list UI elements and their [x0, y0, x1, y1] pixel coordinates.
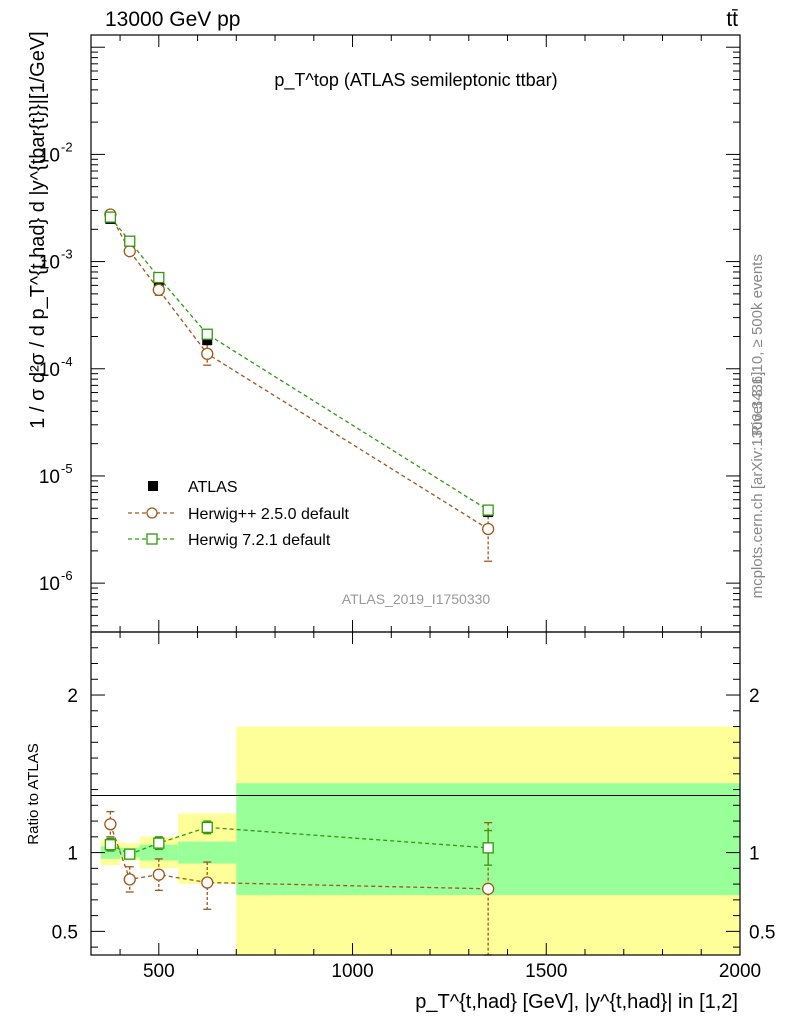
- band-green-3: [178, 841, 237, 864]
- x-tick-label: 1500: [525, 961, 567, 982]
- y-tick-label: 10: [39, 574, 60, 595]
- y-tick-label: 10: [39, 145, 60, 166]
- x-tick-label: 1000: [331, 961, 373, 982]
- ratio-point-herwig7: [153, 837, 165, 849]
- y-tick-exponent: -2: [61, 139, 73, 154]
- x-tick-label: 500: [143, 961, 175, 982]
- main-ylabel: 1 / σ d²σ / d p_T^{t,had} d |y^{tbar{t}}…: [27, 31, 49, 428]
- main-point-herwigpp: [123, 245, 136, 258]
- ratio-tick-label-right: 0.5: [749, 922, 775, 943]
- main-point-herwig7: [153, 271, 165, 284]
- header-right: tt̄: [726, 8, 738, 31]
- mcplots-label: mcplots.cern.ch [arXiv:1306.3436]: [749, 372, 766, 599]
- ratio-tick-label-left: 0.5: [52, 922, 78, 943]
- y-tick-label: 10: [39, 467, 60, 488]
- ratio-point-herwigpp: [104, 818, 117, 831]
- x-tick-label: 2000: [719, 961, 761, 982]
- main-point-herwigpp: [201, 347, 214, 360]
- main-point-atlas: [202, 335, 213, 346]
- ratio-point-herwig7: [124, 848, 136, 860]
- legend-herwig7-label: Herwig 7.2.1 default: [188, 532, 331, 549]
- analysis-watermark: ATLAS_2019_I1750330: [342, 591, 491, 607]
- ratio-ylabel: Ratio to ATLAS: [25, 743, 42, 844]
- y-tick-exponent: -3: [61, 247, 73, 262]
- y-tick-exponent: -4: [61, 354, 73, 369]
- legend: ATLAS Herwig++ 2.5.0 default Herwig 7.2.…: [128, 479, 350, 549]
- ratio-point-herwig7: [482, 842, 494, 854]
- main-point-herwig7: [201, 328, 213, 340]
- legend-herwig7-marker: [146, 533, 158, 545]
- xlabel: p_T^{t,had} [GeV], |y^{t,had}| in [1,2]: [415, 991, 738, 1013]
- ratio-tick-label-left: 2: [67, 686, 78, 707]
- main-point-herwigpp: [152, 283, 165, 296]
- main-line-herwigpp: [109, 214, 489, 530]
- rivet-label: Rivet 3.1.10, ≥ 500k events: [749, 254, 766, 436]
- ratio-tick-label-right: 2: [749, 686, 760, 707]
- ratio-point-herwigpp: [201, 876, 214, 889]
- main-point-herwig7: [124, 235, 136, 247]
- y-tick-exponent: -5: [61, 461, 73, 476]
- y-tick-label: 10: [39, 253, 60, 274]
- header-left: 13000 GeV pp: [105, 8, 240, 31]
- legend-herwigpp-marker: [146, 507, 158, 519]
- ratio-frame: [90, 631, 741, 956]
- main-point-herwigpp: [481, 522, 495, 536]
- ratio-tick-label-left: 1: [67, 844, 78, 865]
- ratio-point-herwigpp: [481, 882, 495, 895]
- ratio-point-herwigpp: [152, 868, 165, 881]
- band-green-2: [139, 844, 179, 861]
- main-point-herwig7: [482, 504, 494, 516]
- main-line-herwig7: [109, 216, 489, 511]
- ratio-point-herwig7: [104, 839, 117, 851]
- y-tick-label: 10: [39, 360, 60, 381]
- legend-herwigpp-label: Herwig++ 2.5.0 default: [188, 506, 350, 523]
- plot-title: p_T^top (ATLAS semileptonic ttbar): [274, 70, 557, 91]
- main-point-herwig7: [104, 211, 117, 223]
- ratio-point-herwig7: [201, 821, 213, 834]
- ratio-tick-label-right: 1: [749, 844, 760, 865]
- legend-atlas-marker: [148, 481, 158, 491]
- legend-atlas-label: ATLAS: [188, 479, 238, 496]
- ratio-point-herwigpp: [123, 873, 136, 886]
- y-tick-exponent: -6: [61, 568, 73, 583]
